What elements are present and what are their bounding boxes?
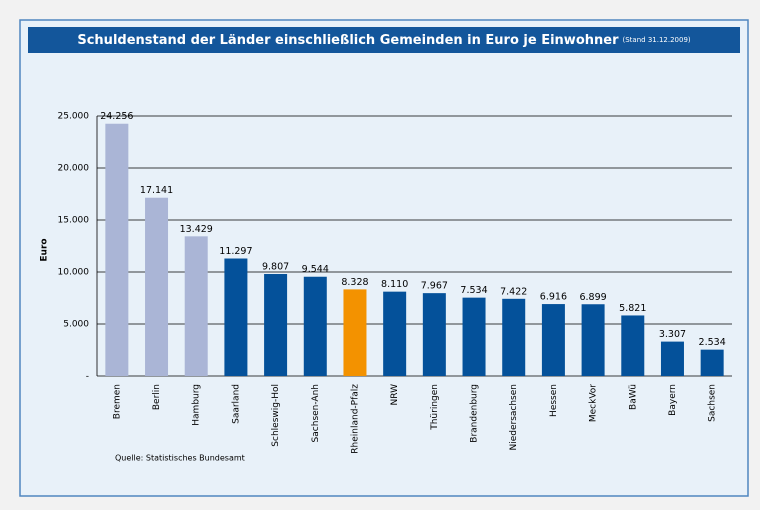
bar	[621, 315, 645, 376]
value-label: 17.141	[140, 185, 173, 196]
value-label: 7.534	[460, 285, 487, 296]
panel	[19, 19, 749, 497]
bar	[502, 298, 526, 376]
x-tick-label: Niedersachsen	[509, 384, 519, 451]
bar	[343, 289, 367, 376]
value-label: 2.534	[699, 337, 726, 348]
bar	[383, 291, 407, 376]
y-tick-label: 15.000	[58, 216, 90, 226]
value-label: 13.429	[180, 224, 213, 235]
x-tick-label: NRW	[390, 384, 400, 406]
value-label: 7.422	[500, 286, 527, 297]
x-tick-label: Bremen	[112, 384, 122, 419]
value-label: 7.967	[421, 281, 448, 292]
bar	[105, 123, 129, 376]
bar	[264, 274, 288, 376]
value-label: 9.544	[302, 264, 329, 275]
value-label: 24.256	[100, 111, 133, 122]
bar	[541, 304, 565, 376]
bar	[184, 236, 208, 376]
x-tick-label: Sachsen-Anh	[311, 384, 321, 442]
title: Schuldenstand der Länder einschließlich …	[77, 33, 619, 48]
x-tick-label: Hamburg	[192, 384, 202, 426]
value-label: 5.821	[619, 303, 646, 314]
value-label: 8.110	[381, 279, 408, 290]
value-label: 6.899	[579, 292, 606, 303]
value-label: 11.297	[219, 246, 252, 257]
y-axis-label: Euro	[40, 238, 50, 261]
source: Quelle: Statistisches Bundesamt	[115, 454, 245, 463]
y-tick-label: -	[86, 372, 89, 382]
bar	[303, 276, 327, 376]
bar	[660, 341, 684, 376]
x-tick-label: Saarland	[231, 384, 241, 424]
x-tick-label: Sachsen	[708, 384, 718, 422]
x-tick-label: BaWü	[628, 384, 638, 410]
x-tick-label: Thüringen	[430, 384, 440, 431]
x-tick-label: Hessen	[549, 384, 559, 417]
value-label: 8.328	[341, 277, 368, 288]
title-bar	[28, 27, 740, 53]
bar	[145, 197, 169, 376]
value-label: 9.807	[262, 262, 289, 273]
bar	[462, 297, 486, 376]
bar	[224, 258, 248, 376]
value-label: 3.307	[659, 329, 686, 340]
x-tick-label: MeckVor	[589, 384, 599, 422]
x-tick-label: Berlin	[152, 384, 162, 410]
x-tick-label: Rheinland-Pfalz	[350, 384, 360, 454]
x-tick-label: Bayern	[668, 384, 678, 416]
bar	[422, 293, 446, 376]
bar	[581, 304, 605, 376]
y-tick-label: 20.000	[58, 164, 90, 174]
y-tick-label: 5.000	[63, 320, 89, 330]
subtitle: (Stand 31.12.2009)	[623, 36, 691, 44]
y-tick-label: 10.000	[58, 268, 90, 278]
value-label: 6.916	[540, 292, 567, 303]
bar	[700, 349, 724, 376]
x-tick-label: Brandenburg	[470, 384, 480, 443]
chart-title: Schuldenstand der Länder einschließlich …	[77, 33, 691, 48]
y-tick-label: 25.000	[58, 112, 90, 122]
x-tick-label: Schleswig-Hol	[271, 384, 281, 447]
